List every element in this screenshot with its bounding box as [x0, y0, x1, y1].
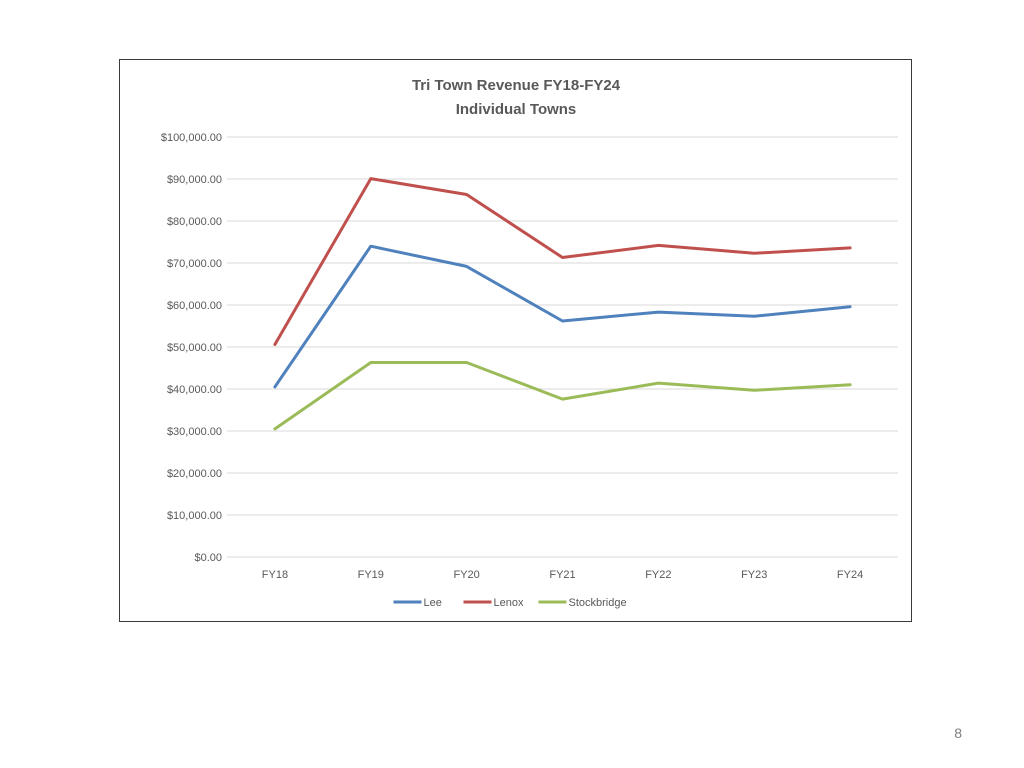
series-line-lenox [273, 177, 852, 346]
gridlines [227, 136, 898, 558]
y-axis-ticks: $0.00 $10,000.00 $20,000.00 $30,000.00 $40,0… [161, 132, 222, 564]
page-number: 8 [954, 725, 962, 741]
x-tick-label: FY22 [645, 569, 671, 581]
y-tick-label: $70,000.00 [167, 258, 222, 270]
legend-label-stockbridge: Stockbridge [569, 597, 627, 609]
series-line-stockbridge [273, 361, 852, 431]
y-tick-label: $20,000.00 [167, 468, 222, 480]
y-tick-label: $0.00 [194, 552, 222, 564]
y-tick-label: $50,000.00 [167, 342, 222, 354]
x-tick-label: FY20 [453, 569, 479, 581]
x-tick-label: FY18 [262, 569, 288, 581]
x-axis-ticks: FY18 FY19 FY20 FY21 FY22 FY23 FY24 [262, 569, 863, 581]
y-tick-label: $30,000.00 [167, 426, 222, 438]
chart-title: Tri Town Revenue FY18-FY24 [412, 77, 621, 94]
x-tick-label: FY21 [549, 569, 575, 581]
series-lines [273, 177, 852, 431]
x-tick-label: FY23 [741, 569, 767, 581]
y-tick-label: $80,000.00 [167, 216, 222, 228]
legend-label-lenox: Lenox [494, 597, 524, 609]
y-tick-label: $100,000.00 [161, 132, 222, 144]
chart-subtitle: Individual Towns [456, 101, 577, 118]
y-tick-label: $10,000.00 [167, 510, 222, 522]
y-tick-label: $90,000.00 [167, 174, 222, 186]
legend: Lee Lenox Stockbridge [393, 597, 627, 609]
x-tick-label: FY19 [358, 569, 384, 581]
chart-frame: Tri Town Revenue FY18-FY24 Individual To… [119, 59, 912, 622]
x-tick-label: FY24 [837, 569, 863, 581]
series-line-lee [273, 244, 852, 389]
y-tick-label: $40,000.00 [167, 384, 222, 396]
legend-label-lee: Lee [424, 597, 442, 609]
y-tick-label: $60,000.00 [167, 300, 222, 312]
line-chart: Tri Town Revenue FY18-FY24 Individual To… [161, 77, 898, 609]
